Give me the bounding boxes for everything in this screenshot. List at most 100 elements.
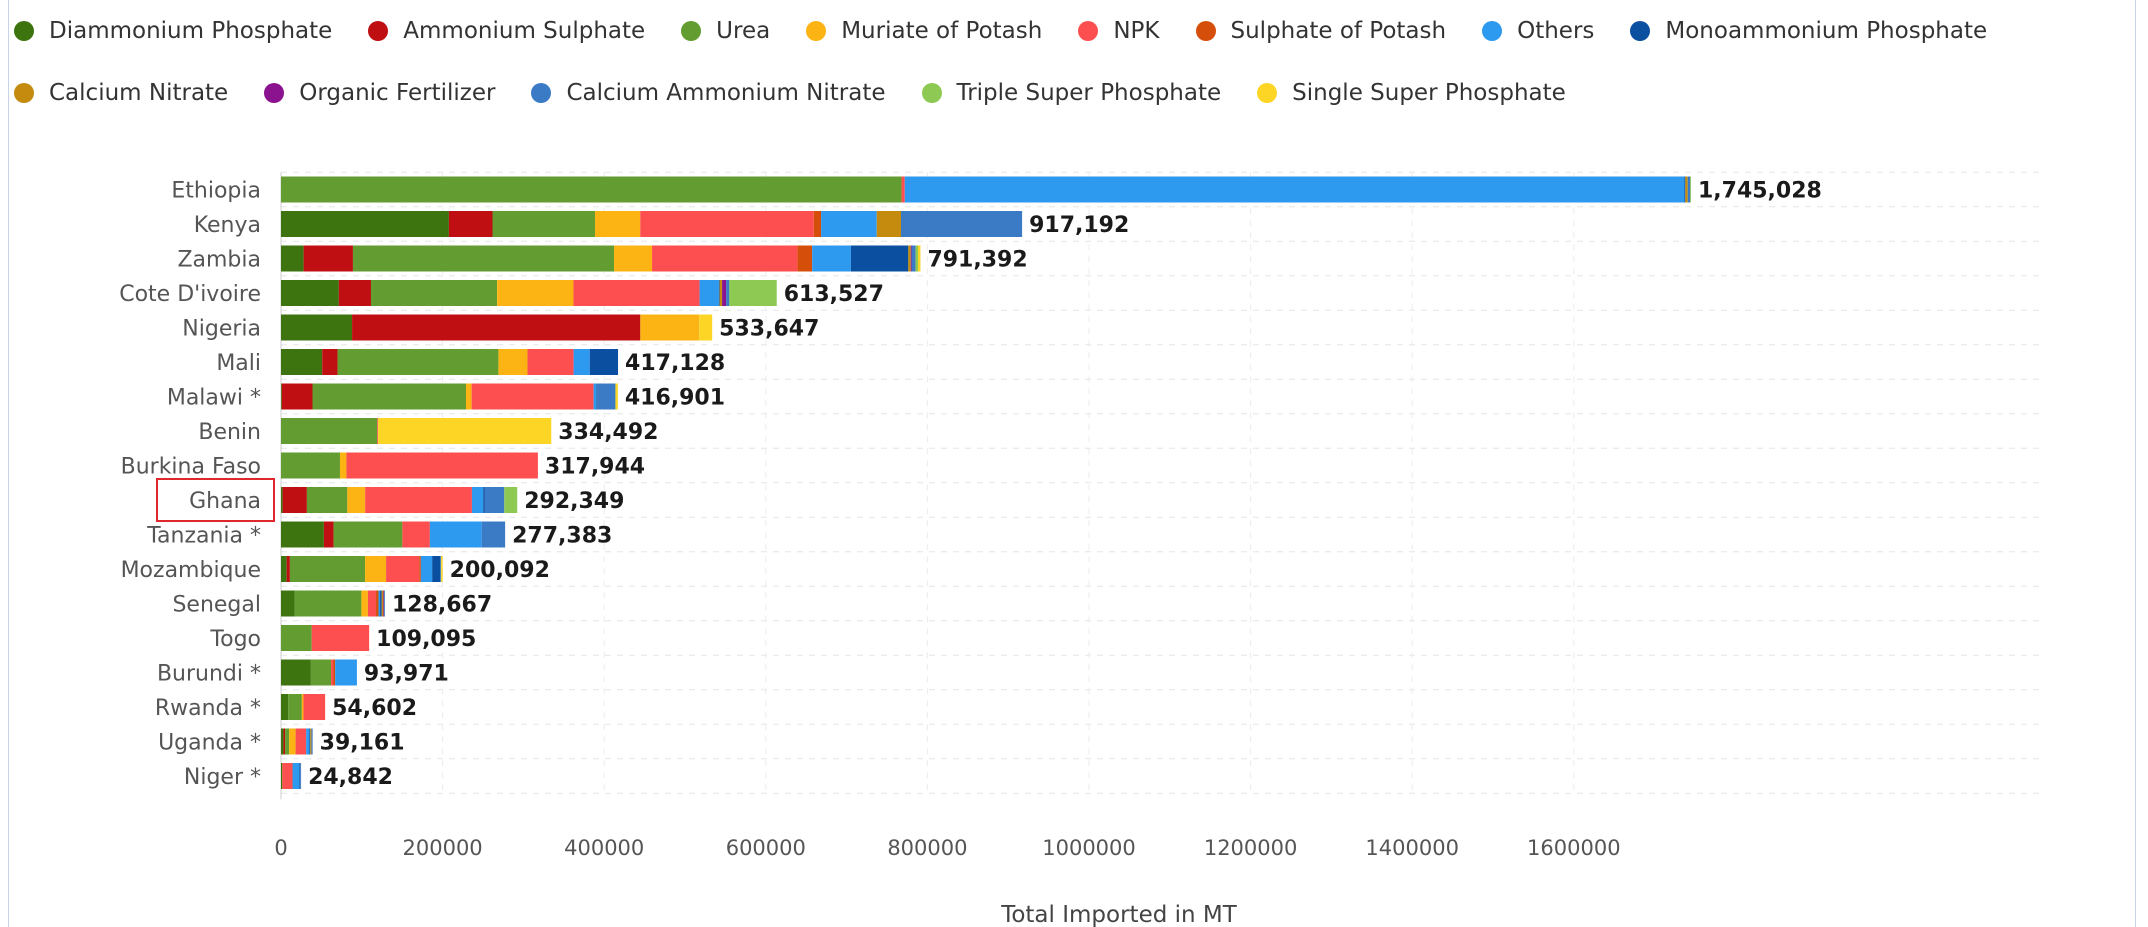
bar-segment-mozambique-monoammonium-phosphate[interactable]	[432, 556, 441, 582]
legend-item-muriate-of-potash[interactable]: Muriate of Potash	[806, 18, 1042, 44]
bar-segment-zambia-ammonium-sulphate[interactable]	[303, 245, 353, 272]
bar-segment-uganda-calcium-ammonium-nitrate[interactable]	[311, 728, 313, 755]
bar-segment-uganda-muriate-of-potash[interactable]	[289, 728, 296, 755]
bar-segment-mozambique-others[interactable]	[420, 556, 433, 582]
bar-segment-tanzania-diammonium-phosphate[interactable]	[281, 521, 324, 548]
bar-segment-nigeria-diammonium-phosphate[interactable]	[281, 314, 353, 341]
bar-segment-ghana-ammonium-sulphate[interactable]	[282, 487, 307, 513]
bar-segment-kenya-sulphate-of-potash[interactable]	[813, 211, 822, 237]
bar-segment-tanzania-calcium-ammonium-nitrate[interactable]	[481, 521, 506, 548]
legend-item-ammonium-sulphate[interactable]: Ammonium Sulphate	[368, 18, 645, 44]
bar-segment-benin-single-super-phosphate[interactable]	[378, 418, 552, 444]
bar-segment-zambia-diammonium-phosphate[interactable]	[281, 245, 304, 272]
bar-segment-mozambique-sulphate-of-potash[interactable]	[419, 556, 421, 582]
bar-segment-uganda-calcium-nitrate[interactable]	[310, 728, 312, 755]
bar-segment-zambia-calcium-ammonium-nitrate[interactable]	[911, 245, 916, 272]
bar-segment-malawi-urea[interactable]	[312, 383, 466, 410]
bar-segment-benin-npk[interactable]	[377, 418, 379, 444]
bar-segment-cote-d-ivoire-muriate-of-potash[interactable]	[497, 280, 574, 306]
bar-segment-kenya-urea[interactable]	[492, 211, 596, 237]
bar-segment-malawi-diammonium-phosphate[interactable]	[281, 383, 282, 410]
bar-segment-mali-muriate-of-potash[interactable]	[498, 349, 528, 375]
bar-segment-cote-d-ivoire-monoammonium-phosphate[interactable]	[718, 280, 720, 306]
bar-segment-mozambique-calcium-ammonium-nitrate[interactable]	[440, 556, 442, 582]
bar-segment-ethiopia-monoammonium-phosphate[interactable]	[1684, 176, 1686, 203]
bar-segment-malawi-ammonium-sulphate[interactable]	[281, 383, 313, 410]
legend-item-sulphate-of-potash[interactable]: Sulphate of Potash	[1195, 18, 1446, 44]
bar-segment-kenya-calcium-ammonium-nitrate[interactable]	[900, 211, 1023, 237]
bar-segment-senegal-diammonium-phosphate[interactable]	[281, 590, 295, 617]
bar-segment-senegal-monoammonium-phosphate[interactable]	[380, 590, 382, 617]
bar-segment-mozambique-npk[interactable]	[386, 556, 420, 582]
bar-segment-mali-urea[interactable]	[337, 349, 499, 375]
bar-segment-cote-d-ivoire-calcium-nitrate[interactable]	[719, 280, 723, 306]
bar-segment-cote-d-ivoire-npk[interactable]	[573, 280, 700, 306]
legend-item-monoammonium-phosphate[interactable]: Monoammonium Phosphate	[1630, 18, 1987, 44]
bar-segment-kenya-npk[interactable]	[640, 211, 814, 237]
bar-segment-malawi-single-super-phosphate[interactable]	[615, 383, 618, 410]
bar-segment-kenya-calcium-nitrate[interactable]	[876, 211, 901, 237]
bar-segment-zambia-monoammonium-phosphate[interactable]	[850, 245, 909, 272]
bar-segment-rwanda-diammonium-phosphate[interactable]	[281, 694, 289, 720]
bar-segment-malawi-npk[interactable]	[471, 383, 594, 410]
bar-segment-tanzania-ammonium-sulphate[interactable]	[323, 521, 334, 548]
bar-segment-cote-d-ivoire-calcium-ammonium-nitrate[interactable]	[726, 280, 730, 306]
bar-segment-niger-diammonium-phosphate[interactable]	[281, 763, 283, 789]
bar-segment-cote-d-ivoire-ammonium-sulphate[interactable]	[338, 280, 371, 306]
bar-segment-niger-npk[interactable]	[282, 763, 293, 789]
bar-segment-mali-npk[interactable]	[527, 349, 574, 375]
bar-segment-senegal-urea[interactable]	[294, 590, 362, 617]
bar-segment-uganda-diammonium-phosphate[interactable]	[281, 728, 284, 755]
bar-segment-ethiopia-triple-super-phosphate[interactable]	[1690, 176, 1691, 203]
bar-segment-senegal-muriate-of-potash[interactable]	[361, 590, 368, 617]
bar-segment-ghana-npk[interactable]	[365, 487, 472, 513]
bar-segment-mali-others[interactable]	[573, 349, 590, 375]
bar-segment-uganda-monoammonium-phosphate[interactable]	[309, 728, 311, 755]
bar-segment-burundi-others[interactable]	[335, 659, 357, 686]
bar-segment-ghana-monoammonium-phosphate[interactable]	[483, 487, 485, 513]
bar-segment-burundi-urea[interactable]	[310, 659, 332, 686]
legend-item-urea[interactable]: Urea	[681, 18, 770, 44]
bar-segment-mali-ammonium-sulphate[interactable]	[322, 349, 338, 375]
bar-segment-rwanda-npk[interactable]	[303, 694, 326, 720]
bar-segment-zambia-organic-fertilizer[interactable]	[910, 245, 912, 272]
bar-segment-kenya-muriate-of-potash[interactable]	[595, 211, 641, 237]
bar-segment-mozambique-urea[interactable]	[289, 556, 366, 582]
bar-segment-senegal-sulphate-of-potash[interactable]	[376, 590, 379, 617]
bar-segment-nigeria-muriate-of-potash[interactable]	[640, 314, 700, 341]
bar-segment-ghana-muriate-of-potash[interactable]	[347, 487, 366, 513]
bar-segment-zambia-others[interactable]	[812, 245, 851, 272]
bar-segment-nigeria-single-super-phosphate[interactable]	[699, 314, 713, 341]
bar-segment-mozambique-ammonium-sulphate[interactable]	[286, 556, 290, 582]
bar-segment-uganda-npk[interactable]	[295, 728, 307, 755]
bar-segment-tanzania-others[interactable]	[429, 521, 482, 548]
bar-segment-senegal-calcium-ammonium-nitrate[interactable]	[384, 590, 385, 617]
bar-segment-zambia-muriate-of-potash[interactable]	[614, 245, 653, 272]
bar-segment-ethiopia-calcium-nitrate[interactable]	[1685, 176, 1688, 203]
bar-segment-malawi-muriate-of-potash[interactable]	[465, 383, 472, 410]
bar-segment-burkina-faso-npk[interactable]	[346, 452, 538, 479]
bar-segment-mozambique-diammonium-phosphate[interactable]	[281, 556, 287, 582]
bar-segment-mali-monoammonium-phosphate[interactable]	[589, 349, 619, 375]
bar-segment-mali-diammonium-phosphate[interactable]	[281, 349, 323, 375]
bar-segment-senegal-calcium-nitrate[interactable]	[381, 590, 384, 617]
bar-segment-ethiopia-npk[interactable]	[901, 176, 905, 203]
bar-segment-ethiopia-calcium-ammonium-nitrate[interactable]	[1687, 176, 1691, 203]
bar-segment-niger-calcium-ammonium-nitrate[interactable]	[300, 763, 302, 789]
bar-segment-nigeria-ammonium-sulphate[interactable]	[352, 314, 641, 341]
bar-segment-ethiopia-urea[interactable]	[281, 176, 902, 203]
legend-item-single-super-phosphate[interactable]: Single Super Phosphate	[1257, 80, 1566, 106]
bar-segment-cote-d-ivoire-organic-fertilizer[interactable]	[722, 280, 727, 306]
bar-segment-zambia-sulphate-of-potash[interactable]	[797, 245, 813, 272]
legend-item-calcium-ammonium-nitrate[interactable]: Calcium Ammonium Nitrate	[531, 80, 886, 106]
bar-segment-ethiopia-others[interactable]	[904, 176, 1685, 203]
bar-segment-burkina-faso-muriate-of-potash[interactable]	[339, 452, 347, 479]
bar-segment-mozambique-single-super-phosphate[interactable]	[441, 556, 443, 582]
bar-segment-niger-monoammonium-phosphate[interactable]	[299, 763, 301, 789]
legend-item-organic-fertilizer[interactable]: Organic Fertilizer	[264, 80, 495, 106]
bar-segment-tanzania-npk[interactable]	[402, 521, 430, 548]
bar-segment-burundi-diammonium-phosphate[interactable]	[281, 659, 311, 686]
bar-segment-rwanda-muriate-of-potash[interactable]	[301, 694, 304, 720]
legend-item-triple-super-phosphate[interactable]: Triple Super Phosphate	[921, 80, 1221, 106]
bar-segment-rwanda-urea[interactable]	[288, 694, 302, 720]
